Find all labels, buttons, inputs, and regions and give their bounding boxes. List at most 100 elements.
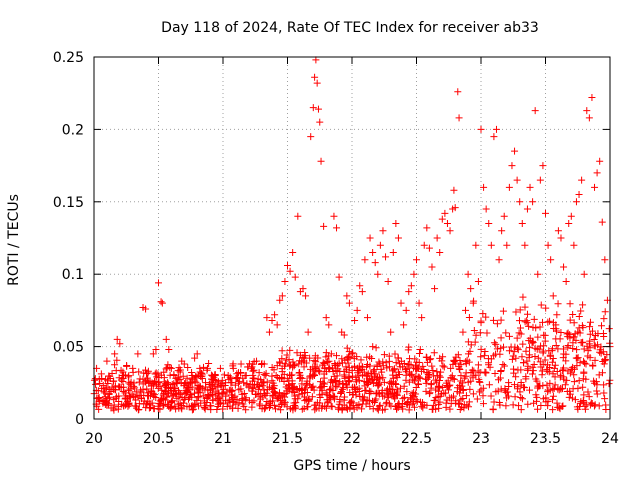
data-point	[547, 256, 555, 264]
data-point	[557, 329, 565, 337]
data-point	[188, 375, 196, 383]
data-point	[137, 395, 145, 403]
data-point	[516, 324, 524, 332]
data-point	[290, 362, 298, 370]
data-point	[459, 394, 467, 402]
data-point	[211, 371, 219, 379]
data-point	[505, 347, 513, 355]
data-point	[276, 359, 284, 367]
data-point	[543, 381, 551, 389]
data-point	[119, 368, 127, 376]
data-point	[176, 399, 184, 407]
data-point	[479, 310, 487, 318]
data-point	[534, 270, 542, 278]
data-point	[353, 378, 361, 386]
data-point	[263, 314, 271, 322]
data-point	[511, 147, 519, 155]
data-point	[538, 371, 546, 379]
data-point	[280, 378, 288, 386]
data-point	[444, 386, 452, 394]
data-point	[101, 385, 109, 393]
data-point	[175, 393, 183, 401]
data-point	[590, 335, 598, 343]
data-point	[455, 400, 463, 408]
data-point	[332, 383, 340, 391]
data-point	[456, 385, 464, 393]
data-point	[214, 397, 222, 405]
data-point	[512, 354, 520, 362]
data-point	[258, 359, 266, 367]
data-point	[429, 367, 437, 375]
data-point	[382, 400, 390, 408]
data-point	[519, 340, 527, 348]
data-point	[255, 369, 263, 377]
data-point	[312, 56, 320, 64]
data-point	[531, 352, 539, 360]
data-point	[462, 306, 470, 314]
data-point	[549, 406, 557, 414]
data-point	[526, 344, 534, 352]
data-point	[339, 379, 347, 387]
data-point	[329, 379, 337, 387]
data-point	[389, 371, 397, 379]
x-tick-label: 20.5	[143, 431, 174, 447]
data-point	[393, 374, 401, 382]
data-point	[442, 389, 450, 397]
data-point	[492, 125, 500, 133]
data-point	[509, 401, 517, 409]
data-point	[522, 375, 530, 383]
data-point	[469, 372, 477, 380]
data-point	[353, 353, 361, 361]
data-point	[301, 348, 309, 356]
data-point	[163, 364, 171, 372]
data-point	[388, 380, 396, 388]
data-point	[521, 384, 529, 392]
data-point	[159, 402, 167, 410]
data-point	[116, 340, 124, 348]
data-point	[448, 372, 456, 380]
data-point	[530, 360, 538, 368]
data-point	[123, 362, 131, 370]
data-point	[387, 328, 395, 336]
data-point	[153, 381, 161, 389]
data-point	[490, 339, 498, 347]
data-point	[476, 329, 484, 337]
data-point	[121, 395, 129, 403]
data-point	[358, 405, 366, 413]
data-point	[177, 404, 185, 412]
grid	[94, 57, 610, 419]
data-point	[529, 198, 537, 206]
data-point	[485, 359, 493, 367]
data-point	[338, 385, 346, 393]
data-point	[580, 369, 588, 377]
data-point	[400, 393, 408, 401]
data-point	[533, 377, 541, 385]
y-tick-labels: 0 0.05 0.1 0.15 0.2 0.25	[53, 50, 84, 428]
data-point	[154, 402, 162, 410]
data-point	[359, 371, 367, 379]
data-point	[363, 314, 371, 322]
data-point	[486, 363, 494, 371]
data-point	[562, 350, 570, 358]
data-point	[544, 241, 552, 249]
data-point	[483, 329, 491, 337]
data-point	[451, 356, 459, 364]
data-point	[585, 340, 593, 348]
data-point	[291, 401, 299, 409]
data-point	[316, 394, 324, 402]
data-point	[347, 399, 355, 407]
data-point	[345, 368, 353, 376]
data-point	[545, 347, 553, 355]
data-point	[160, 401, 168, 409]
data-point	[544, 388, 552, 396]
data-point	[99, 381, 107, 389]
data-point	[273, 321, 281, 329]
data-point	[454, 88, 462, 96]
data-point	[392, 359, 400, 367]
data-point	[320, 370, 328, 378]
data-point	[581, 405, 589, 413]
data-point	[139, 386, 147, 394]
data-point	[531, 344, 539, 352]
data-point	[266, 398, 274, 406]
data-point	[549, 385, 557, 393]
